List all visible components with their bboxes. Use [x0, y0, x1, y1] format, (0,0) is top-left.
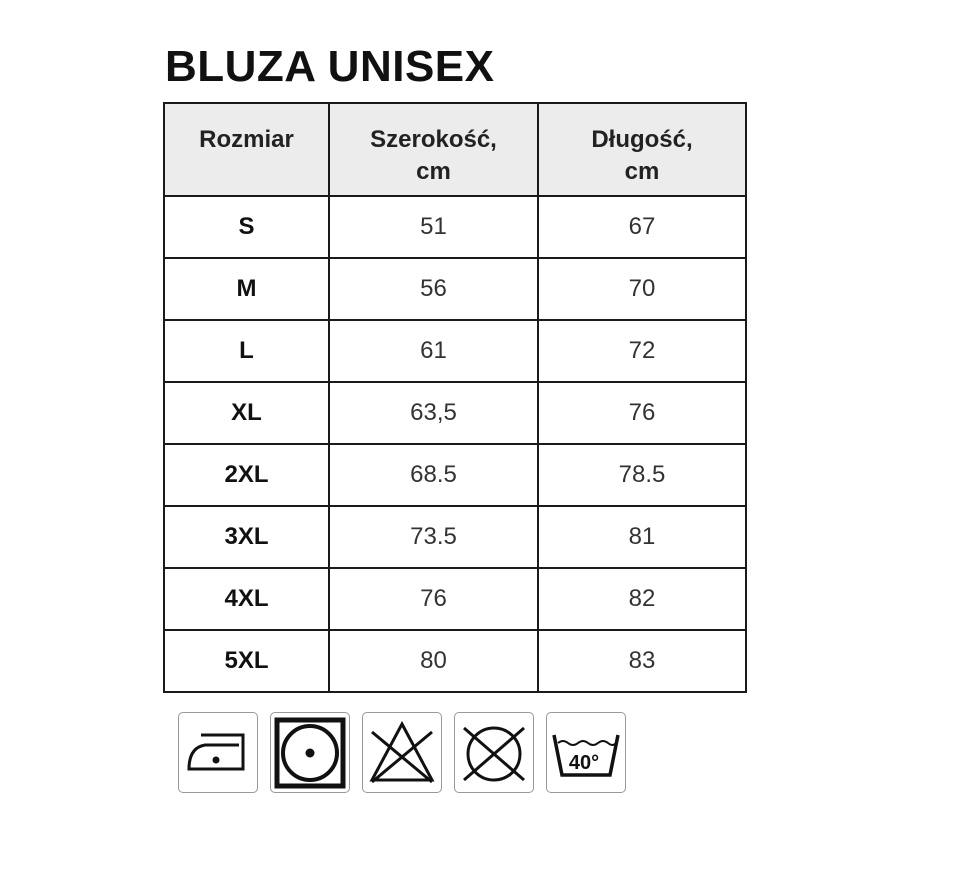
cell-length: 72 [537, 319, 747, 383]
table-row: L 61 72 [163, 319, 747, 383]
cell-length: 70 [537, 257, 747, 321]
cell-length: 83 [537, 629, 747, 693]
header-length-unit: cm [624, 158, 660, 185]
tumble-dry-normal-icon [270, 712, 350, 793]
header-width: Szerokość, cm [328, 102, 539, 197]
cell-size: L [163, 319, 330, 383]
size-table: Rozmiar Szerokość, cm Długość, cm S 51 67 M 56… [163, 102, 747, 693]
cell-width: 51 [328, 195, 539, 259]
table-row: 4XL 76 82 [163, 567, 747, 631]
do-not-bleach-icon [362, 712, 442, 793]
page-title: BLUZA UNISEX [165, 42, 495, 91]
table-row: 2XL 68.5 78.5 [163, 443, 747, 507]
header-size: Rozmiar [163, 102, 330, 197]
cell-length: 76 [537, 381, 747, 445]
table-row: M 56 70 [163, 257, 747, 321]
cell-width: 68.5 [328, 443, 539, 507]
table-header-row: Rozmiar Szerokość, cm Długość, cm [163, 102, 747, 197]
cell-size: XL [163, 381, 330, 445]
cell-width: 80 [328, 629, 539, 693]
cell-size: 5XL [163, 629, 330, 693]
header-size-label: Rozmiar [199, 126, 294, 153]
cell-width: 63,5 [328, 381, 539, 445]
cell-width: 61 [328, 319, 539, 383]
wash-temperature-label: 40° [569, 752, 599, 774]
cell-width: 56 [328, 257, 539, 321]
header-width-unit: cm [416, 158, 451, 185]
header-width-label: Szerokość, [370, 126, 497, 153]
cell-length: 78.5 [537, 443, 747, 507]
cell-size: S [163, 195, 330, 259]
do-not-dry-clean-icon [454, 712, 534, 793]
cell-length: 82 [537, 567, 747, 631]
table-row: 5XL 80 83 [163, 629, 747, 693]
cell-size: M [163, 257, 330, 321]
care-icons: 40° [178, 712, 626, 793]
cell-size: 3XL [163, 505, 330, 569]
cell-size: 4XL [163, 567, 330, 631]
table-row: 3XL 73.5 81 [163, 505, 747, 569]
iron-low-temperature-icon [178, 712, 258, 793]
table-row: S 51 67 [163, 195, 747, 259]
table-row: XL 63,5 76 [163, 381, 747, 445]
cell-width: 73.5 [328, 505, 539, 569]
wash-40-icon: 40° [546, 712, 626, 793]
cell-size: 2XL [163, 443, 330, 507]
cell-length: 67 [537, 195, 747, 259]
cell-width: 76 [328, 567, 539, 631]
cell-length: 81 [537, 505, 747, 569]
header-length: Długość, cm [537, 102, 747, 197]
header-length-label: Długość, [591, 126, 693, 153]
